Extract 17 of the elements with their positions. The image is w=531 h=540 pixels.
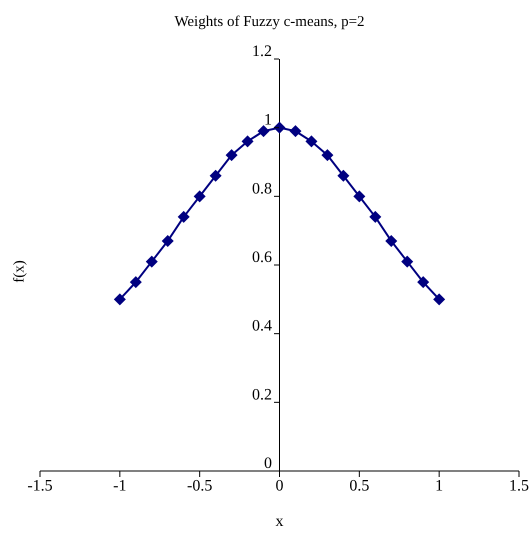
x-tick-label: 1.5 (509, 477, 529, 494)
x-tick-label: 1 (435, 477, 444, 494)
x-tick-label: 0 (276, 477, 284, 494)
y-tick-label: 1 (264, 112, 272, 129)
chart-title: Weights of Fuzzy c-means, p=2 (173, 14, 366, 31)
y-tick-label: 0.6 (252, 249, 272, 266)
y-tick-label: 0.4 (252, 318, 272, 335)
y-tick-label: 0.2 (252, 386, 272, 404)
y-tick-label: 1.2 (252, 43, 272, 60)
x-tick-label: -1.5 (27, 477, 53, 494)
y-tick-label: 0.8 (252, 180, 272, 198)
x-tick-label: 0.5 (349, 477, 370, 494)
y-tick-label: 0 (264, 455, 272, 472)
y-axis-title: f(x) (12, 259, 28, 285)
x-tick-label: -0.5 (187, 477, 212, 494)
x-tick-label: -1 (113, 477, 126, 494)
x-axis-title: x (276, 513, 284, 530)
